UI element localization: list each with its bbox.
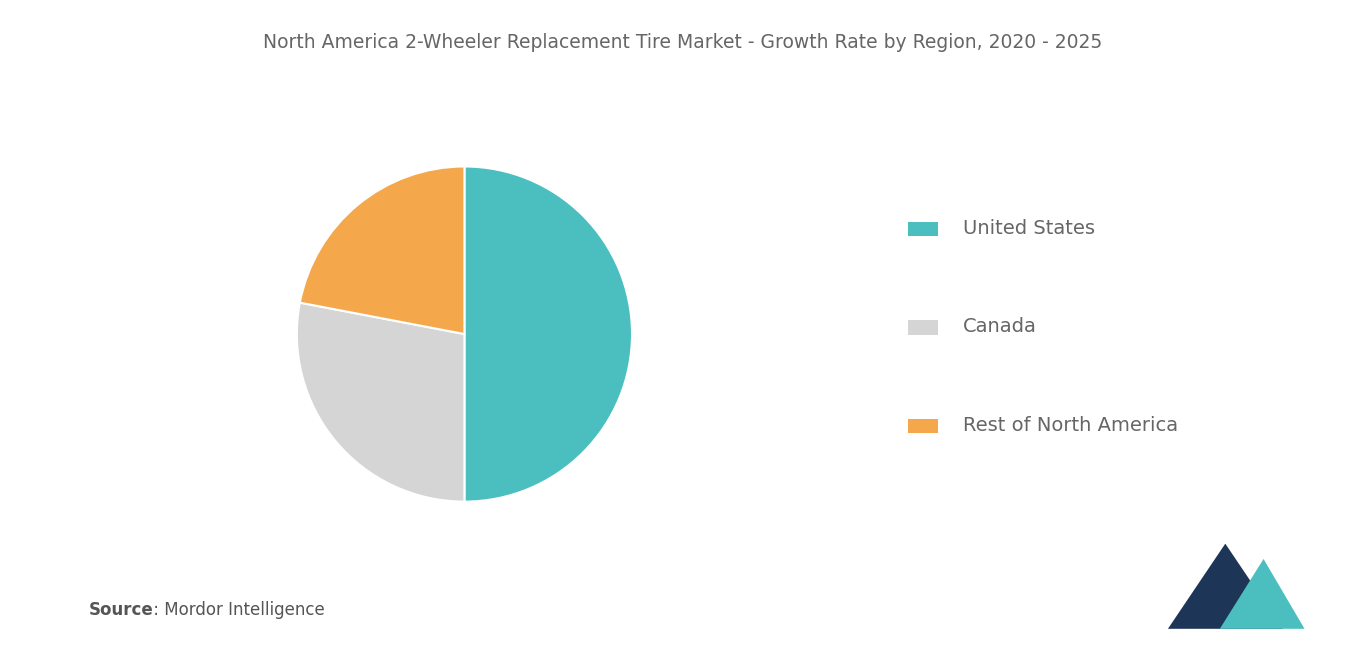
Wedge shape	[296, 303, 464, 502]
Text: United States: United States	[963, 219, 1096, 238]
Text: Rest of North America: Rest of North America	[963, 415, 1177, 435]
Polygon shape	[1220, 559, 1305, 629]
Text: North America 2-Wheeler Replacement Tire Market - Growth Rate by Region, 2020 - : North America 2-Wheeler Replacement Tire…	[264, 33, 1102, 52]
Wedge shape	[299, 166, 464, 334]
Text: Source: Source	[89, 601, 153, 619]
Text: : Mordor Intelligence: : Mordor Intelligence	[148, 601, 324, 619]
Wedge shape	[464, 166, 632, 502]
Polygon shape	[1168, 544, 1283, 629]
Text: Canada: Canada	[963, 317, 1037, 337]
